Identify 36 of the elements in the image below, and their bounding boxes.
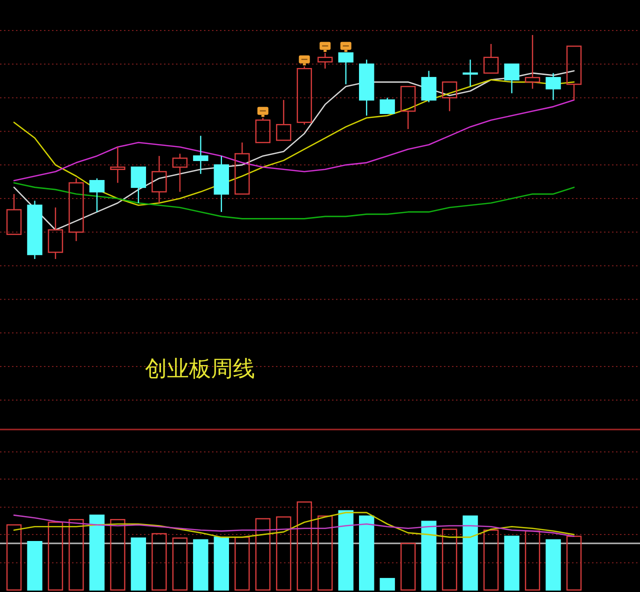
bar — [130, 537, 146, 591]
bar — [358, 515, 374, 591]
text: 创业板周线 — [145, 357, 255, 382]
bar — [462, 515, 478, 591]
bar — [338, 510, 354, 591]
bar — [214, 536, 230, 591]
candlestick — [68, 178, 84, 242]
bar — [546, 539, 561, 591]
candlestick — [110, 146, 126, 184]
bar — [296, 501, 312, 591]
bar — [442, 528, 458, 591]
bar — [68, 519, 84, 591]
bar — [152, 533, 167, 591]
candlestick — [27, 200, 42, 260]
bar — [318, 515, 333, 591]
candlestick — [193, 135, 208, 174]
bar — [172, 537, 188, 591]
candlestick — [546, 72, 561, 101]
bar — [421, 520, 436, 591]
bar — [380, 578, 395, 591]
bar — [255, 518, 270, 591]
bar — [483, 530, 499, 591]
bar — [6, 524, 22, 591]
bar — [27, 541, 42, 591]
bar — [110, 519, 126, 591]
bar — [89, 514, 105, 591]
bar — [48, 522, 64, 591]
bar — [566, 536, 582, 591]
bar — [193, 539, 208, 591]
bar — [234, 536, 250, 591]
bar — [400, 542, 416, 591]
bar — [504, 536, 520, 591]
candlestick — [462, 59, 478, 88]
candlestick — [152, 155, 167, 204]
bar — [524, 530, 540, 591]
bar — [276, 516, 292, 591]
